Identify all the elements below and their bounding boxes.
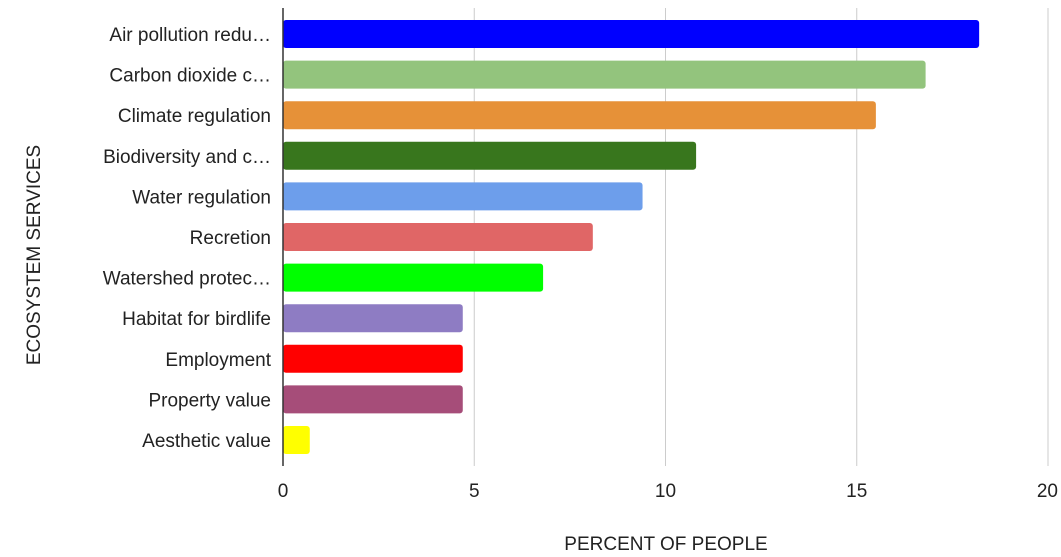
bar	[283, 20, 980, 48]
x-tick-label: 10	[655, 481, 676, 502]
bar	[283, 60, 926, 89]
category-label: Watershed protec…	[103, 269, 271, 290]
x-tick-label: 20	[1037, 481, 1058, 502]
category-label: Climate regulation	[118, 106, 271, 127]
category-label: Habitat for birdlife	[122, 309, 271, 330]
category-label: Carbon dioxide c…	[109, 66, 271, 87]
category-label: Recretion	[190, 228, 271, 249]
category-label: Air pollution redu…	[109, 25, 271, 46]
bar	[283, 101, 876, 130]
x-tick-label: 15	[846, 481, 867, 502]
category-label: Water regulation	[132, 187, 271, 208]
bar	[283, 223, 593, 251]
bar	[283, 141, 697, 170]
category-label: Biodiversity and c…	[103, 147, 271, 168]
y-axis-title: ECOSYSTEM SERVICES	[24, 145, 45, 365]
bars	[283, 20, 980, 454]
category-labels: Air pollution redu… Carbon dioxide c… Clim…	[103, 25, 272, 452]
bar	[283, 263, 544, 292]
bar	[283, 182, 643, 211]
bar	[283, 344, 463, 373]
x-axis-title: PERCENT OF PEOPLE	[564, 534, 767, 555]
category-label: Aesthetic value	[142, 431, 271, 452]
x-tick-label: 0	[278, 481, 289, 502]
bar	[283, 304, 463, 333]
category-label: Employment	[165, 350, 271, 371]
category-label: Property value	[148, 390, 271, 411]
x-tick-labels: 0 5 10 15 20	[278, 481, 1058, 502]
bar	[283, 426, 310, 454]
x-tick-label: 5	[469, 481, 480, 502]
bar	[283, 385, 463, 414]
